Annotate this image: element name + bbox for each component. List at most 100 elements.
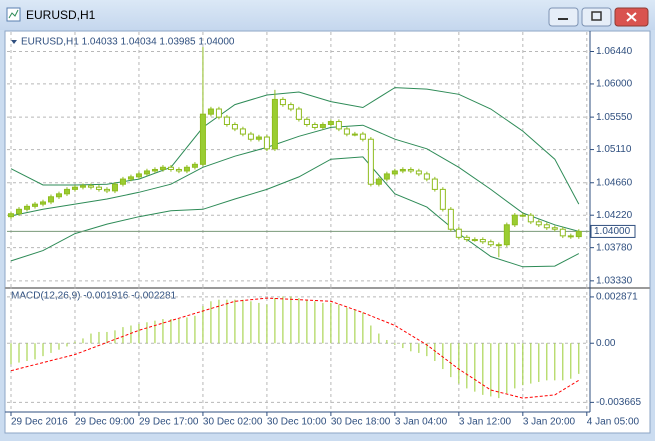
candle-body bbox=[503, 224, 510, 246]
candle-body bbox=[191, 163, 198, 168]
candle-body bbox=[239, 128, 246, 135]
chart-area bbox=[4, 30, 651, 434]
window-icon-glyph bbox=[8, 9, 19, 19]
restore-glyph bbox=[591, 11, 602, 21]
x-tick-label: 4 Jan 05:00 bbox=[587, 417, 640, 428]
minimize-button[interactable] bbox=[548, 7, 579, 27]
candle-body bbox=[127, 176, 134, 180]
candle-body bbox=[231, 123, 238, 130]
candle-body bbox=[575, 230, 582, 238]
candle-body bbox=[527, 214, 534, 223]
x-tick-label: 29 Dec 17:00 bbox=[139, 417, 199, 428]
y-tick-label: 1.05110 bbox=[596, 144, 632, 155]
candle-body bbox=[287, 104, 294, 110]
candle-body bbox=[159, 166, 166, 170]
candle-body bbox=[47, 196, 54, 203]
candle-body bbox=[223, 116, 230, 125]
candle-body bbox=[111, 183, 118, 192]
candle-body bbox=[95, 186, 102, 190]
signal-line bbox=[10, 297, 580, 399]
candle-body bbox=[71, 186, 78, 190]
candle-body bbox=[567, 235, 574, 238]
y-tick-label: -0.003665 bbox=[596, 397, 641, 408]
candle-body bbox=[79, 185, 86, 188]
candle-body bbox=[343, 128, 350, 135]
candle-body bbox=[295, 108, 302, 120]
x-tick-label: 3 Jan 04:00 bbox=[395, 417, 448, 428]
candle-body bbox=[463, 236, 470, 241]
restore-button[interactable] bbox=[581, 7, 612, 27]
y-tick-label: 1.06440 bbox=[596, 46, 633, 57]
candle-body bbox=[119, 178, 126, 185]
y-tick-label: 1.04660 bbox=[596, 177, 633, 188]
candle-body bbox=[335, 121, 342, 130]
candle-body bbox=[559, 228, 566, 237]
candle-body bbox=[399, 168, 406, 172]
band-line bbox=[10, 87, 580, 205]
x-tick-label: 30 Dec 10:00 bbox=[267, 417, 327, 428]
candle-body bbox=[351, 133, 358, 136]
candle-body bbox=[87, 185, 94, 188]
title-bar bbox=[0, 0, 655, 30]
candle-body bbox=[303, 118, 310, 125]
candle-body bbox=[375, 178, 382, 185]
candle-body bbox=[423, 173, 430, 180]
close-glyph bbox=[626, 12, 637, 22]
candle-body bbox=[55, 193, 62, 198]
candle-body bbox=[63, 188, 70, 195]
candle-body bbox=[415, 170, 422, 175]
window-title: EURUSD,H1 bbox=[26, 8, 96, 22]
candle-body bbox=[447, 208, 454, 230]
x-tick-label: 30 Dec 18:00 bbox=[331, 417, 391, 428]
x-tick-label: 30 Dec 02:00 bbox=[203, 417, 263, 428]
candle-body bbox=[199, 113, 206, 165]
candle-body bbox=[383, 173, 390, 180]
y-tick-label: 0.00 bbox=[596, 338, 616, 349]
candle-body bbox=[215, 108, 222, 118]
price-legend: EURUSD,H1 1.04033 1.04034 1.03985 1.0400… bbox=[21, 37, 235, 48]
x-tick-label: 3 Jan 20:00 bbox=[523, 417, 576, 428]
candle-body bbox=[519, 214, 526, 217]
y-tick-label: 1.03330 bbox=[596, 275, 633, 286]
candle-body bbox=[183, 166, 190, 172]
y-tick-label: 1.04220 bbox=[596, 210, 633, 221]
candle-body bbox=[271, 98, 278, 150]
candle-body bbox=[31, 203, 38, 207]
candle-body bbox=[431, 178, 438, 190]
macd-legend: MACD(12,26,9) -0.001916 -0.002281 bbox=[11, 291, 177, 302]
candle-body bbox=[263, 136, 270, 150]
y-tick-label: 1.06000 bbox=[596, 79, 633, 90]
candle-body bbox=[367, 138, 374, 185]
candle-body bbox=[207, 108, 214, 115]
candle-body bbox=[255, 136, 262, 140]
candle-body bbox=[175, 168, 182, 172]
candle-body bbox=[135, 173, 142, 178]
candle-body bbox=[279, 98, 286, 106]
candle-body bbox=[327, 121, 334, 125]
candle-body bbox=[479, 239, 486, 243]
candle-body bbox=[391, 170, 398, 175]
candle-body bbox=[7, 213, 14, 218]
y-tick-label: 0.002871 bbox=[596, 292, 638, 303]
candle-body bbox=[103, 188, 110, 192]
candle-body bbox=[143, 170, 150, 175]
candle-body bbox=[495, 244, 502, 247]
candle-body bbox=[511, 214, 518, 226]
minimize-glyph bbox=[558, 18, 568, 20]
candle-body bbox=[247, 133, 254, 140]
candle-body bbox=[15, 208, 22, 215]
x-tick-label: 29 Dec 09:00 bbox=[75, 417, 135, 428]
current-price-label: 1.04000 bbox=[594, 226, 631, 237]
candle-body bbox=[167, 166, 174, 170]
candle-body bbox=[487, 241, 494, 246]
candle-body bbox=[439, 188, 446, 210]
candle-body bbox=[407, 168, 414, 172]
candle-body bbox=[319, 123, 326, 128]
candle-body bbox=[543, 224, 550, 229]
candle-body bbox=[551, 227, 558, 230]
x-tick-label: 29 Dec 2016 bbox=[11, 417, 68, 428]
y-tick-label: 1.05550 bbox=[596, 112, 633, 123]
candle-body bbox=[151, 168, 158, 172]
candle-body bbox=[23, 205, 30, 210]
